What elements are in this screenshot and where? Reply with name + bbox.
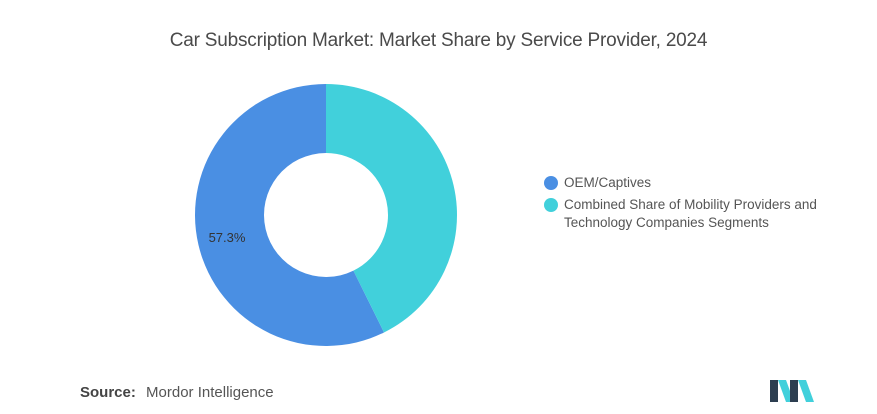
data-label-oem: 57.3%: [209, 230, 246, 245]
source-label: Source:: [80, 384, 136, 401]
legend-swatch-mobility-tech: [544, 198, 558, 212]
legend-item-mobility-tech[interactable]: Combined Share of Mobility Providers and…: [544, 196, 864, 232]
chart-legend: OEM/Captives Combined Share of Mobility …: [544, 174, 864, 236]
legend-label-mobility-tech: Combined Share of Mobility Providers and…: [564, 197, 817, 230]
source-value: Mordor Intelligence: [146, 384, 274, 401]
chart-title: Car Subscription Market: Market Share by…: [169, 30, 708, 51]
mordor-intelligence-logo-icon: [770, 380, 814, 402]
source-attribution: Source: Mordor Intelligence: [80, 384, 274, 401]
legend-item-oem[interactable]: OEM/Captives: [544, 174, 864, 192]
donut-slice-mobility-tech[interactable]: [326, 84, 457, 333]
donut-slice-oem[interactable]: [195, 84, 385, 346]
legend-swatch-oem: [544, 176, 558, 190]
legend-label-oem: OEM/Captives: [564, 175, 652, 190]
